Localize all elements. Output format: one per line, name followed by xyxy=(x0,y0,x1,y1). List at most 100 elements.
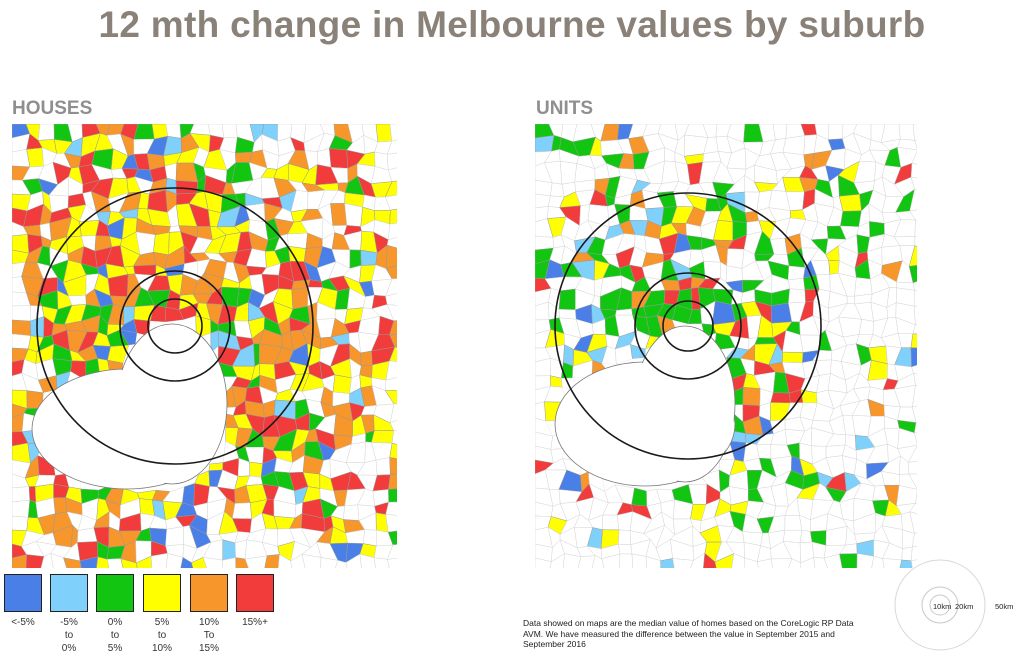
distance-scale: 10km 20km 50km xyxy=(890,555,1013,660)
suburb-area xyxy=(800,334,820,353)
suburb-area xyxy=(360,350,373,367)
suburb-area xyxy=(388,346,397,362)
suburb-area xyxy=(37,124,55,141)
suburb-area xyxy=(742,387,761,406)
units-map-label: UNITS xyxy=(536,98,593,119)
suburb-area xyxy=(253,343,260,367)
legend-swatch xyxy=(96,574,134,612)
suburb-area xyxy=(317,148,332,168)
suburb-area xyxy=(387,558,397,568)
legend-label-line: 15%+ xyxy=(242,617,268,628)
suburb-area xyxy=(345,553,362,568)
legend-label-line: To xyxy=(203,630,215,641)
suburb-area xyxy=(787,277,806,290)
legend-label-line: 0% xyxy=(61,643,77,654)
suburb-area xyxy=(389,457,397,475)
legend-swatch xyxy=(4,574,42,612)
suburb-area xyxy=(757,558,773,568)
suburb-area xyxy=(813,557,828,568)
suburb-area xyxy=(563,553,582,568)
suburb-area xyxy=(386,237,397,249)
suburb-area xyxy=(165,526,184,547)
legend-item-10-to-15: 10% To 15% xyxy=(186,574,232,655)
suburb-area xyxy=(387,530,397,546)
suburb-area xyxy=(164,162,177,181)
suburb-area xyxy=(375,457,391,476)
suburb-polygons xyxy=(535,124,917,568)
suburb-area xyxy=(68,295,87,306)
suburb-area xyxy=(385,514,397,533)
suburb-area xyxy=(672,558,694,568)
suburb-area xyxy=(535,135,555,153)
suburb-area xyxy=(912,281,917,291)
suburb-area xyxy=(823,553,843,568)
suburb-area xyxy=(631,553,647,568)
suburb-area xyxy=(744,557,759,568)
suburb-area xyxy=(375,124,393,143)
suburb-area xyxy=(914,235,917,247)
legend-label-line: 15% xyxy=(198,643,219,654)
suburb-area xyxy=(602,514,620,531)
suburb-area xyxy=(915,490,917,504)
suburb-area xyxy=(249,461,263,478)
suburb-area xyxy=(577,555,596,568)
suburb-area xyxy=(907,445,917,463)
legend-item-15-plus: 15%+ xyxy=(232,574,278,629)
suburb-area xyxy=(909,511,917,534)
suburb-area xyxy=(389,420,397,432)
suburb-area xyxy=(726,248,745,269)
suburb-area xyxy=(911,150,917,165)
suburb-area xyxy=(385,244,397,270)
suburb-area xyxy=(288,246,307,262)
suburb-area xyxy=(913,305,917,326)
suburb-area xyxy=(335,560,348,568)
legend-label-line: 0% xyxy=(107,617,123,628)
suburb-area xyxy=(343,504,360,521)
suburb-area xyxy=(618,543,633,555)
suburb-area xyxy=(387,544,397,560)
suburb-area xyxy=(136,555,153,568)
suburb-area xyxy=(787,265,806,281)
suburb-area xyxy=(222,539,236,561)
legend-item-5-to-10: 5% to 10% xyxy=(139,574,185,655)
suburb-area xyxy=(232,502,253,520)
suburb-area xyxy=(385,278,397,297)
suburb-area xyxy=(898,124,915,141)
suburb-area xyxy=(910,176,917,191)
suburb-area xyxy=(202,556,223,568)
suburb-area xyxy=(897,138,917,151)
suburb-area xyxy=(854,277,873,297)
legend-label-line: -5% xyxy=(60,617,78,628)
suburb-area xyxy=(782,135,806,156)
suburb-area xyxy=(384,194,397,211)
legend-label-line: 10% xyxy=(151,643,172,654)
legend-label-line: 5% xyxy=(154,617,170,628)
legend-item-0-to-5: 0% to 5% xyxy=(92,574,138,655)
suburb-area xyxy=(840,210,862,228)
legend-label-line: 5% xyxy=(107,643,123,654)
suburb-area xyxy=(28,486,37,503)
suburb-area xyxy=(385,501,397,516)
suburb-area xyxy=(166,552,184,568)
suburb-area xyxy=(278,553,292,568)
suburb-area xyxy=(384,389,397,405)
suburb-area xyxy=(12,515,29,531)
suburb-area xyxy=(26,147,44,168)
suburb-area xyxy=(914,219,917,237)
suburb-area xyxy=(235,557,249,568)
distance-rings-icon xyxy=(894,559,986,651)
suburb-area xyxy=(150,552,168,568)
suburb-area xyxy=(838,194,862,212)
suburb-area xyxy=(856,553,874,568)
legend-label: -5% to 0% xyxy=(46,616,92,655)
suburb-area xyxy=(731,553,746,568)
suburb-area xyxy=(221,124,238,139)
suburb-area xyxy=(601,553,621,568)
suburb-area xyxy=(220,286,240,308)
suburb-area xyxy=(40,552,54,568)
suburb-area xyxy=(882,558,903,568)
suburb-area xyxy=(645,556,662,568)
units-map xyxy=(535,124,917,568)
page-title: 12 mth change in Melbourne values by sub… xyxy=(98,4,926,45)
suburb-area xyxy=(908,245,917,267)
